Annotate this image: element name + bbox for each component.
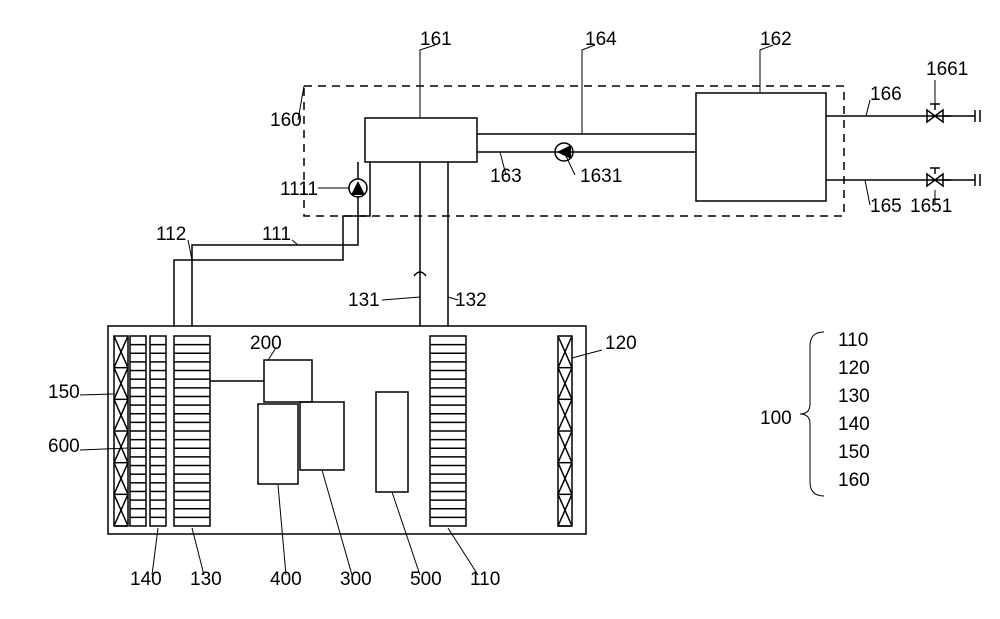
- block-500: [376, 392, 408, 492]
- leader-l400: [278, 485, 286, 575]
- label-l120: 120: [605, 333, 637, 354]
- pump-1111-icon: [351, 181, 365, 195]
- region-160: [304, 86, 844, 216]
- legend-group-label: 100: [760, 408, 792, 429]
- bottom-enclosure: [108, 326, 586, 534]
- label-l166: 166: [870, 84, 902, 105]
- legend-brace: [800, 332, 824, 496]
- block-400: [258, 404, 298, 484]
- legend-item-120: 120: [838, 358, 870, 379]
- block-162: [696, 93, 826, 201]
- label-l500: 500: [410, 569, 442, 590]
- legend-item-140: 140: [838, 414, 870, 435]
- label-l131: 131: [348, 290, 380, 311]
- legend-item-150: 150: [838, 442, 870, 463]
- label-l165: 165: [870, 196, 902, 217]
- label-l1661: 1661: [926, 59, 968, 80]
- legend-item-130: 130: [838, 386, 870, 407]
- label-l150: 150: [48, 382, 80, 403]
- label-l163: 163: [490, 166, 522, 187]
- leader-l140: [152, 528, 158, 575]
- block-161: [365, 118, 477, 162]
- label-l161: 161: [420, 29, 452, 50]
- label-l140: 140: [130, 569, 162, 590]
- block-300: [300, 402, 344, 470]
- label-l300: 300: [340, 569, 372, 590]
- legend-item-160: 160: [838, 470, 870, 491]
- leader-l161: [420, 45, 435, 118]
- label-l160: 160: [270, 110, 302, 131]
- label-l132: 132: [455, 290, 487, 311]
- block-200: [264, 360, 312, 402]
- label-l400: 400: [270, 569, 302, 590]
- legend-item-110: 110: [838, 330, 868, 351]
- leader-l130: [192, 528, 204, 575]
- leader-l120: [572, 350, 602, 358]
- diagram-canvas: 160 1111 161 164 163 1631 162 166 1661 165 1651 112…: [0, 0, 1000, 619]
- label-l162: 162: [760, 29, 792, 50]
- label-l111: 111: [262, 224, 291, 245]
- label-l600: 600: [48, 436, 80, 457]
- label-l1631: 1631: [580, 166, 622, 187]
- leader-l110: [448, 528, 478, 575]
- leader-l164: [582, 45, 595, 134]
- label-l164: 164: [585, 29, 617, 50]
- label-l112: 112: [156, 224, 186, 245]
- label-l1651: 1651: [910, 196, 952, 217]
- label-l110: 110: [470, 569, 500, 590]
- leader-l131: [382, 297, 420, 300]
- label-l130: 130: [190, 569, 222, 590]
- label-l1111: 1111: [280, 179, 318, 200]
- leader-l300: [322, 470, 352, 575]
- label-l200: 200: [250, 333, 282, 354]
